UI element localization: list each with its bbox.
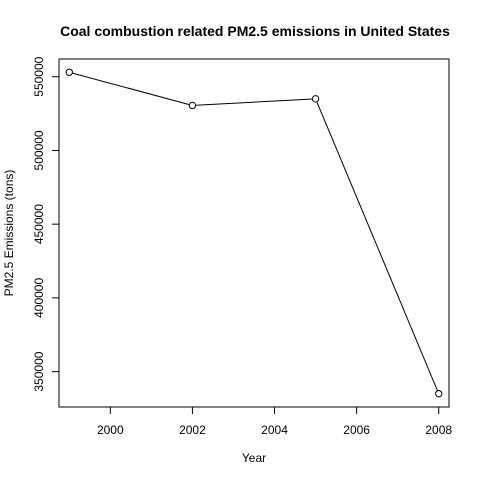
plot-frame xyxy=(58,58,450,408)
data-point xyxy=(65,68,73,76)
x-axis-label: Year xyxy=(242,451,266,465)
y-tick-label: 500000 xyxy=(32,130,46,170)
line-segment xyxy=(316,101,438,391)
x-axis: 2000 2002 2004 2006 2008 xyxy=(97,406,452,437)
chart-title: Coal combustion related PM2.5 emissions … xyxy=(60,23,450,39)
x-tick-label: 2004 xyxy=(261,423,288,437)
series-line xyxy=(65,68,443,398)
y-tick-label: 450000 xyxy=(32,204,46,244)
y-axis: 350000 400000 450000 500000 550000 xyxy=(32,56,60,392)
data-point xyxy=(435,390,443,398)
y-tick-label: 400000 xyxy=(32,278,46,318)
x-tick-label: 2008 xyxy=(425,423,452,437)
y-axis-label: PM2.5 Emissions (tons) xyxy=(2,170,16,297)
data-point xyxy=(188,101,197,110)
line-segment xyxy=(195,98,313,106)
x-tick-label: 2002 xyxy=(179,423,206,437)
x-tick-label: 2006 xyxy=(343,423,370,437)
x-tick-label: 2000 xyxy=(97,423,124,437)
data-point xyxy=(311,95,320,103)
line-segment xyxy=(72,72,190,106)
y-tick-label: 550000 xyxy=(32,56,46,96)
y-tick-label: 350000 xyxy=(32,351,46,391)
